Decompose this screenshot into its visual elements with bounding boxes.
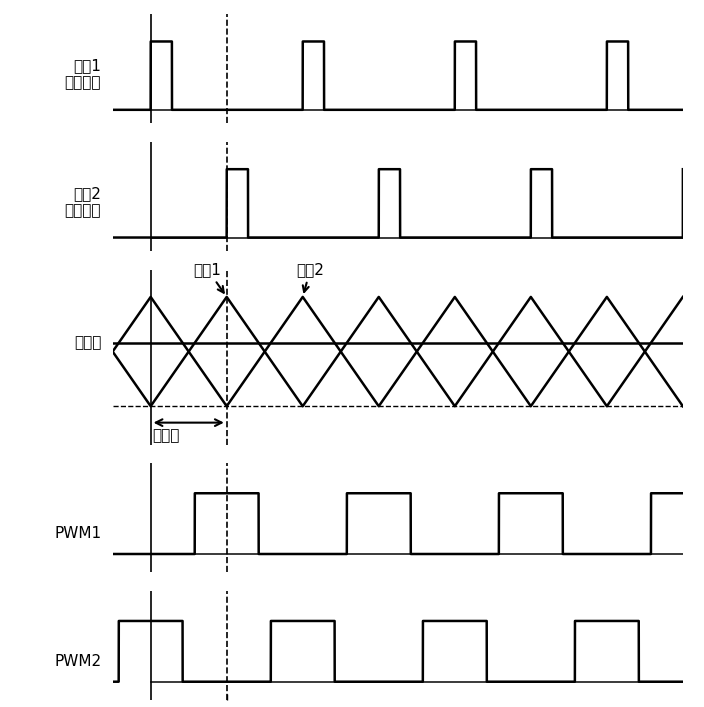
Text: 调制波: 调制波	[74, 335, 101, 351]
Text: 载波2
同步信号: 载波2 同步信号	[65, 186, 101, 218]
Text: PWM2: PWM2	[54, 654, 101, 669]
Text: 移相角: 移相角	[152, 428, 180, 443]
Text: 载波1: 载波1	[194, 262, 224, 293]
Text: 载波1
同步信号: 载波1 同步信号	[65, 58, 101, 90]
Text: PWM1: PWM1	[54, 527, 101, 542]
Text: 载波2: 载波2	[296, 262, 325, 292]
